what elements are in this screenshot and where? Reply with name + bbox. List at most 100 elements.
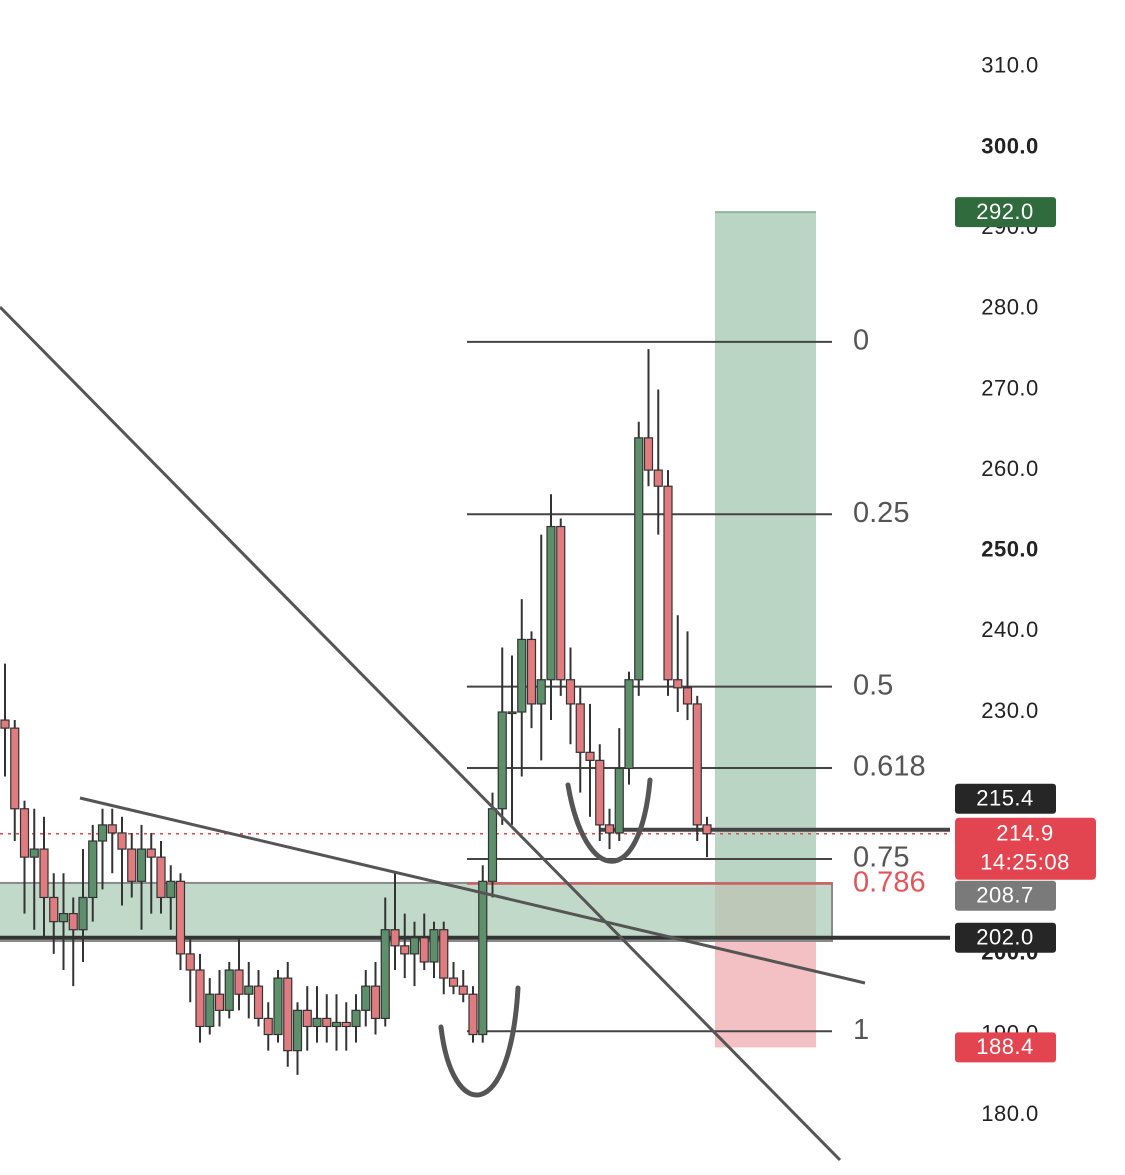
candle-body xyxy=(419,937,429,963)
candle-body xyxy=(351,1009,361,1028)
candle-body xyxy=(682,687,693,705)
candle-body xyxy=(478,880,488,1036)
candle-body xyxy=(429,929,439,963)
trend-line xyxy=(79,796,866,985)
hand-drawn-curve xyxy=(565,777,653,864)
price-badge xyxy=(955,1032,1056,1063)
candle-body xyxy=(19,808,30,858)
candle-body xyxy=(595,759,605,826)
price-badge-label: 215.4 xyxy=(976,786,1034,811)
candle-body xyxy=(312,1017,322,1028)
candle-body xyxy=(614,767,624,834)
candle-layer xyxy=(0,349,712,1075)
candle-body xyxy=(390,929,400,947)
candle-body xyxy=(29,848,39,858)
candle-body xyxy=(156,856,166,899)
candle-body xyxy=(653,469,663,487)
fib-label: 0.75 xyxy=(853,842,909,874)
candle-body xyxy=(166,880,176,899)
candle-body xyxy=(370,985,381,1020)
candle-body xyxy=(214,993,225,1011)
candle-body xyxy=(185,953,195,971)
candle-body xyxy=(97,824,108,842)
candle-body xyxy=(643,437,654,471)
candle-body xyxy=(565,679,576,705)
candle-body xyxy=(702,824,712,835)
candle-body xyxy=(517,638,527,713)
candle-body xyxy=(400,945,410,955)
candle-body xyxy=(663,485,673,681)
candle-body xyxy=(692,703,702,826)
y-tick-label: 230.0 xyxy=(981,698,1039,723)
candle-body xyxy=(127,848,137,882)
candle-body xyxy=(253,985,264,1020)
candle-body xyxy=(409,937,420,955)
candle-body xyxy=(0,719,10,729)
candle-body xyxy=(458,985,468,995)
candle-body xyxy=(244,985,254,995)
candle-body xyxy=(302,1009,312,1028)
price-badges: 292.0 215.4 214.9 14:25:08 208.7 202.0 188.4 xyxy=(955,197,1096,1063)
candle-body xyxy=(624,679,634,770)
y-tick-label: 250.0 xyxy=(981,537,1039,562)
candle-body xyxy=(507,711,517,715)
candle-body xyxy=(322,1017,332,1028)
price-badge-label: 202.0 xyxy=(976,925,1034,950)
candle-body xyxy=(175,880,186,955)
candle-body xyxy=(10,727,20,810)
y-tick-label: 280.0 xyxy=(981,295,1039,320)
price-badge-label: 214.9 xyxy=(996,821,1054,846)
candle-body xyxy=(78,896,88,931)
candle-body xyxy=(448,977,459,987)
candle-body xyxy=(49,896,59,923)
candle-body xyxy=(497,711,507,810)
candle-body xyxy=(68,912,78,931)
fib-label: 0.5 xyxy=(853,669,893,701)
candle-body xyxy=(604,824,615,834)
y-tick-label: 270.0 xyxy=(981,375,1039,400)
hand-drawn-curve xyxy=(438,985,521,1098)
candle-body xyxy=(487,808,498,882)
fib-label: 0 xyxy=(853,325,869,357)
price-badge xyxy=(955,922,1056,953)
candle-body xyxy=(341,1021,351,1028)
candle-body xyxy=(136,848,147,882)
candle-body xyxy=(205,993,215,1028)
fib-label: 0.786 xyxy=(853,866,926,898)
candle-body xyxy=(673,679,683,689)
y-tick-label: 260.0 xyxy=(981,456,1039,481)
support-zone xyxy=(0,881,833,942)
fib-label: 0.25 xyxy=(853,497,909,529)
price-badge-label: 292.0 xyxy=(976,199,1034,224)
fib-label: 1 xyxy=(853,1014,869,1046)
candle-body xyxy=(575,703,585,753)
trend-line xyxy=(0,305,842,1162)
candle-body xyxy=(361,985,371,1011)
price-badge xyxy=(955,783,1056,814)
candle-body xyxy=(88,840,98,899)
y-tick-label: 240.0 xyxy=(981,617,1039,642)
profit-area xyxy=(715,212,816,884)
y-tick-label: 180.0 xyxy=(981,1101,1039,1126)
candle-body xyxy=(585,751,595,761)
candle-body xyxy=(146,848,156,858)
drawings xyxy=(0,305,866,1162)
price-badge xyxy=(955,817,1096,880)
candle-body xyxy=(292,1009,303,1052)
candle-body xyxy=(468,993,478,1036)
candle-body xyxy=(224,969,234,1011)
countdown-label: 14:25:08 xyxy=(980,850,1070,875)
price-badge-label: 188.4 xyxy=(976,1034,1034,1059)
candle-body xyxy=(107,824,117,834)
y-tick-label: 310.0 xyxy=(981,53,1039,78)
candle-body xyxy=(439,929,449,979)
candle-body xyxy=(536,679,546,705)
candle-body xyxy=(117,832,127,850)
candle-body xyxy=(273,977,283,1036)
candle-body xyxy=(526,638,537,705)
candle-body xyxy=(195,969,205,1028)
candle-body xyxy=(283,977,293,1052)
candle-body xyxy=(634,437,644,681)
